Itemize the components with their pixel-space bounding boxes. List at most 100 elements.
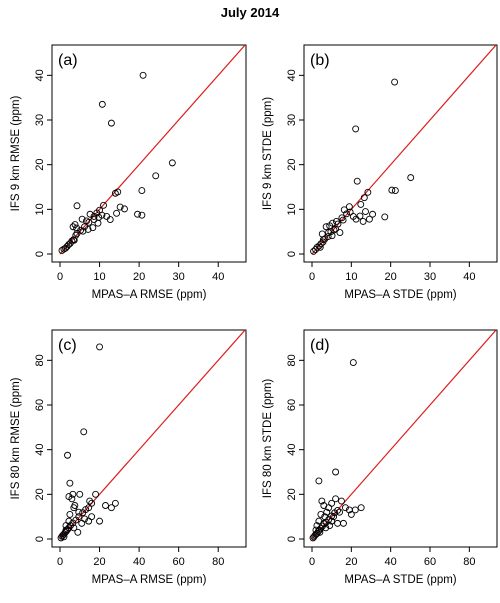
- panel-c-data-point: [78, 519, 86, 527]
- panel-c-data-point: [111, 499, 119, 507]
- panel-c-y-tick-label: 40: [34, 444, 46, 456]
- panel-d-data-point: [326, 522, 334, 530]
- panel-d-frame: [303, 329, 498, 548]
- panel-b-data-point: [359, 217, 367, 225]
- panel-d-y-tick-label: 60: [286, 399, 298, 411]
- panel-d-data-point: [332, 495, 340, 503]
- panel-a-data-point: [138, 187, 146, 195]
- panel-b-data-point: [352, 125, 360, 133]
- panel-a-data-point: [94, 219, 102, 227]
- panel-b-y-tick-label: 40: [286, 69, 298, 81]
- panel-b-data-point: [353, 177, 361, 185]
- panel-c-label: (c): [58, 337, 77, 354]
- panel-b-data-point: [356, 212, 364, 220]
- panel-d-data-point: [328, 517, 336, 525]
- panel-d-y-tick-label: 80: [286, 354, 298, 366]
- panel-a-data-point: [72, 231, 80, 239]
- panel-b-data-point: [364, 188, 372, 196]
- panel-d-data-point: [315, 477, 323, 485]
- panel-a-x-tick-label: 40: [212, 271, 224, 283]
- panel-a-data-point: [134, 210, 141, 218]
- panel-a-data-point: [121, 205, 128, 213]
- panel-b-data-point: [316, 243, 324, 251]
- panel-b-x-tick-label: 20: [385, 271, 397, 283]
- panel-d-data-point: [323, 508, 331, 516]
- panel-a-x-tick-label: 0: [57, 271, 63, 283]
- panel-b-data-point: [357, 200, 365, 208]
- panel-b-data-point: [326, 222, 334, 230]
- panel-d-x-tick-label: 20: [345, 556, 357, 568]
- panel-b-data-point: [369, 210, 377, 218]
- panel-a-data-point: [113, 209, 121, 217]
- panel-b-y-tick-label: 30: [286, 114, 298, 126]
- panel-d-data-point: [338, 497, 345, 505]
- panel-a-data-point: [83, 217, 90, 225]
- panel-b-data-point: [381, 213, 389, 221]
- panel-d-x-tick-label: 0: [309, 556, 315, 568]
- panel-c-data-point: [71, 502, 79, 509]
- panel-a-y-tick-label: 20: [34, 159, 46, 171]
- panel-a-data-point: [70, 236, 78, 244]
- panel-a-x-tick-label: 10: [93, 271, 105, 283]
- panel-a-x-axis-label: MPAS–A RMSE (ppm): [92, 289, 207, 301]
- panel-a-x-tick-label: 20: [133, 271, 145, 283]
- panel-a-data-point: [73, 224, 81, 232]
- panel-b-data-point: [313, 243, 321, 251]
- panel-a-data-point: [168, 159, 176, 167]
- panel-a-data-point: [98, 211, 106, 219]
- panel-b-data-point: [319, 236, 327, 244]
- panel-b-y-tick-label: 20: [286, 159, 298, 171]
- panel-b-x-tick-label: 30: [424, 271, 436, 283]
- panel-c-y-tick-label: 60: [34, 399, 46, 411]
- panel-c-data-point: [86, 497, 94, 505]
- panel-b-x-axis-label: MPAS–A STDE (ppm): [344, 289, 456, 301]
- panel-c-data-point: [107, 504, 115, 512]
- panel-d-data-point: [351, 506, 359, 514]
- panel-c-data-point: [60, 533, 68, 541]
- panel-a-data-point: [152, 172, 160, 180]
- panel-a-data-point: [86, 210, 94, 218]
- panel-d-y-tick-label: 20: [286, 488, 298, 500]
- panel-a-label: (a): [58, 52, 78, 69]
- panel-d-x-tick-label: 40: [385, 556, 397, 568]
- panel-b-data-point: [362, 208, 369, 216]
- panel-a-y-axis-label: IFS 9 km RMSE (ppm): [10, 96, 22, 212]
- panel-d-y-tick-label: 40: [286, 444, 298, 456]
- panel-b-y-axis-label: IFS 9 km STDE (ppm): [262, 97, 274, 210]
- panel-d-x-axis-label: MPAS–A STDE (ppm): [344, 574, 456, 586]
- panel-c-data-point: [96, 343, 104, 351]
- panel-a-data-point: [114, 188, 122, 196]
- panel-c-data-point: [88, 499, 96, 507]
- panel-a-y-tick-label: 30: [34, 114, 46, 126]
- panel-c-data-point: [88, 513, 96, 521]
- panel-a-data-point: [84, 225, 92, 233]
- figure-title: July 2014: [220, 5, 280, 20]
- panel-c-data-point: [65, 517, 73, 525]
- panel-b-data-point: [332, 217, 340, 225]
- panel-c-data-point: [66, 510, 74, 518]
- panel-a-x-tick-label: 30: [173, 271, 185, 283]
- panel-a-data-point: [98, 100, 106, 108]
- panel-b-x-tick-label: 0: [309, 271, 315, 283]
- panel-d-data-point: [349, 359, 357, 367]
- panel-b-frame: [303, 44, 498, 263]
- panel-d-data-point: [336, 508, 343, 516]
- panel-b-data-point: [343, 210, 351, 218]
- panel-c-y-tick-label: 20: [34, 488, 46, 500]
- panel-a-data-point: [73, 202, 81, 210]
- panel-d-data-point: [312, 526, 320, 534]
- panel-d-data-point: [357, 504, 365, 512]
- panel-a-data-point: [89, 224, 97, 232]
- panel-d-data-point: [321, 513, 329, 521]
- panel-a-data-point: [138, 211, 146, 219]
- panel-b-label: (b): [310, 52, 330, 69]
- panel-a-y-tick-label: 10: [34, 203, 46, 215]
- panel-a-data-point: [71, 221, 79, 228]
- panel-a-data-point: [58, 246, 66, 254]
- panel-b-data-point: [332, 225, 340, 233]
- panel-c-data-point: [74, 528, 82, 536]
- panel-d-y-tick-label: 0: [286, 536, 298, 542]
- panel-d-y-axis-label: IFS 80 km STDE (ppm): [262, 379, 274, 499]
- panel-d-data-point: [322, 524, 330, 532]
- panel-b-y-tick-label: 0: [286, 251, 298, 257]
